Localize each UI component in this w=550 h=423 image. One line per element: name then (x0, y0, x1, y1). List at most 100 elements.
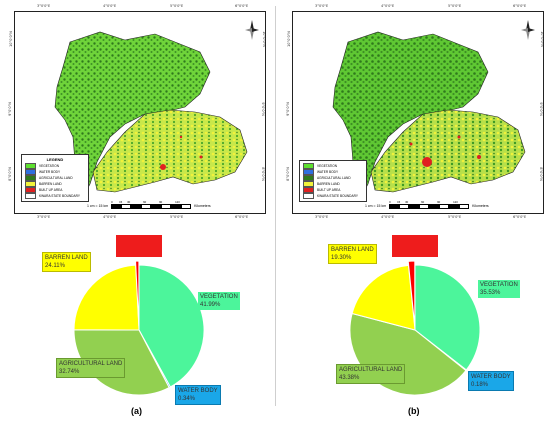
legend-item: BUILT UP AREA (303, 187, 363, 193)
left-tick: 9°0'0"N (7, 102, 12, 116)
slice-name: VEGETATION (480, 282, 518, 288)
pie-slice-built-up-area (407, 260, 416, 327)
pie-slice-built-up-area (135, 260, 140, 327)
legend-swatch (303, 193, 314, 199)
left-tick: 9°0'0"N (285, 102, 290, 116)
built-up-area (179, 135, 183, 139)
scale-number: 120 (453, 200, 458, 204)
map-b: 3°0'0"E 4°0'0"E 5°0'0"E 6°0'0"E 3°0'0"E … (286, 4, 544, 219)
built-up-callout (116, 235, 162, 257)
scale-segment (399, 204, 410, 209)
scale-number: 120 (175, 200, 180, 204)
legend-label: AGRICULTURAL LAND (317, 176, 351, 180)
scale-label: 1 cm = 15 km (87, 204, 109, 209)
legend-swatch (303, 181, 314, 187)
scale-segment (171, 204, 182, 209)
scale-number: 60 (421, 200, 425, 204)
slice-value: 24.11% (45, 263, 65, 269)
top-tick: 6°0'0"E (235, 4, 249, 8)
slice-name: WATER BODY (471, 374, 511, 380)
legend-label: WATER BODY (317, 170, 339, 174)
scale-unit: Kilometers (194, 204, 211, 209)
built-up-area (409, 142, 413, 146)
scale-number: 90 (159, 200, 163, 204)
slice-name: AGRICULTURAL LAND (59, 361, 123, 367)
legend-item: BUILT UP AREA (25, 187, 85, 193)
scale-segment (111, 204, 122, 209)
bottom-tick: 4°0'0"E (381, 215, 395, 219)
scale-number: 30 (127, 200, 131, 204)
built-up-area (457, 135, 461, 139)
legend-item: BARREN LAND (25, 181, 85, 187)
bottom-tick: 5°0'0"E (448, 215, 462, 219)
scale-segment (409, 204, 420, 209)
scale-segment (419, 204, 430, 209)
scale-number: 90 (437, 200, 441, 204)
legend-item: AGRICULTURAL LAND (25, 175, 85, 181)
slice-label-agricultural: AGRICULTURAL LAND 32.74% (56, 358, 126, 378)
slice-name: BARREN LAND (45, 255, 88, 261)
scale-segment (121, 204, 132, 209)
left-tick: 10°0'0"N (286, 31, 291, 47)
legend-label: BARREN LAND (39, 182, 62, 186)
map-legend: VEGETATION WATER BODY AGRICULTURAL LAND … (299, 160, 367, 202)
legend-swatch (303, 175, 314, 181)
legend-label: AGRICULTURAL LAND (39, 176, 73, 180)
top-tick: 3°0'0"E (37, 4, 51, 8)
legend-swatch (303, 187, 314, 193)
scale-number: 30 (405, 200, 409, 204)
slice-label-agricultural: AGRICULTURAL LAND 43.38% (336, 364, 406, 384)
slice-value: 32.74% (59, 369, 80, 375)
legend-item: BARREN LAND (303, 181, 363, 187)
map-legend: LEGEND VEGETATION WATER BODY AGRICULTURA… (21, 154, 89, 202)
slice-name: VEGETATION (200, 294, 238, 300)
built-up-area (422, 157, 432, 167)
legend-item: VEGETATION (25, 163, 85, 169)
scale-segment (181, 204, 192, 209)
legend-label: BUILT UP AREA (39, 188, 63, 192)
scale-segments: 0 15 30 60 90 120 (111, 200, 192, 209)
scale-number: 15 (397, 200, 401, 204)
legend-swatch (303, 169, 314, 175)
slice-label-water: WATER BODY 0.34% (175, 385, 221, 405)
slice-value: 43.38% (339, 375, 360, 381)
built-up-area (160, 164, 166, 170)
scale-segments: 0 15 30 60 90 120 (389, 200, 470, 209)
bottom-tick: 6°0'0"E (513, 215, 527, 219)
panel-divider (275, 6, 276, 406)
slice-label-vegetation: VEGETATION 41.99% (198, 292, 240, 310)
legend-title: LEGEND (46, 157, 64, 162)
bottom-tick: 5°0'0"E (170, 215, 184, 219)
scale-segment (389, 204, 400, 209)
legend-item: VEGETATION (303, 163, 363, 169)
north-arrow (245, 20, 259, 40)
top-tick: 5°0'0"E (170, 4, 184, 8)
bottom-tick: 3°0'0"E (37, 215, 51, 219)
legend-item: WATER BODY (25, 169, 85, 175)
slice-value: 35.53% (480, 290, 501, 296)
top-tick: 4°0'0"E (103, 4, 117, 8)
scale-bar: 1 cm = 15 km 0 15 30 60 90 120 Kilometer… (87, 200, 214, 209)
state-region-east (92, 109, 248, 193)
slice-value: 0.34% (178, 396, 196, 402)
built-up-area (199, 155, 203, 159)
scale-label: 1 cm = 15 km (365, 204, 387, 209)
map-a: 3°0'0"E 4°0'0"E 5°0'0"E 6°0'0"E 3°0'0"E … (8, 4, 266, 219)
legend-item: AGRICULTURAL LAND (303, 175, 363, 181)
scale-segment (429, 204, 440, 209)
top-tick: 3°0'0"E (315, 4, 329, 8)
north-arrow (521, 20, 535, 40)
slice-value: 41.99% (200, 302, 221, 308)
built-up-callout (392, 235, 438, 257)
slice-label-water: WATER BODY 0.18% (468, 371, 514, 391)
left-tick: 8°0'0"N (7, 167, 12, 181)
legend-item: KWARA STATE BOUNDARY (303, 193, 363, 199)
legend-item: WATER BODY (303, 169, 363, 175)
figure-caption: (a) (131, 406, 142, 416)
scale-number: 60 (143, 200, 147, 204)
scale-segment (449, 204, 460, 209)
legend-swatch (25, 169, 36, 175)
legend-label: BUILT UP AREA (317, 188, 341, 192)
pie-slice-barren-land (351, 264, 416, 331)
scale-segment (141, 204, 152, 209)
